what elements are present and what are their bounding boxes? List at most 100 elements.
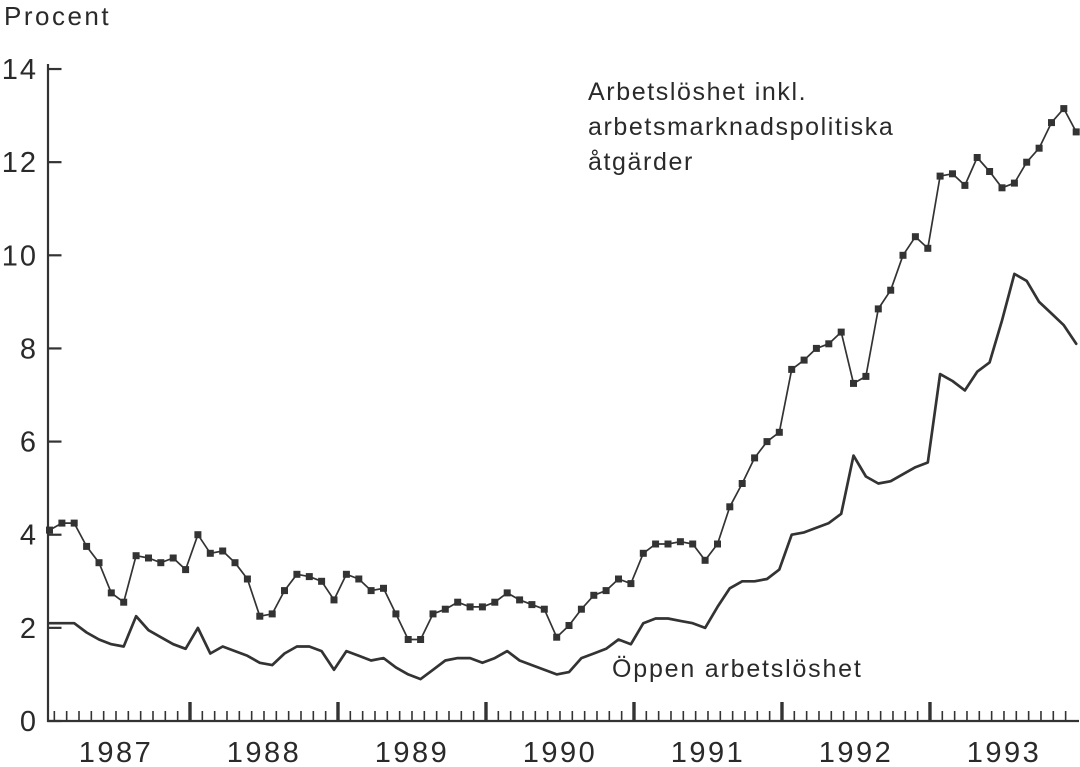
data-point-marker xyxy=(664,540,672,548)
data-point-marker xyxy=(689,540,697,548)
data-point-marker xyxy=(169,554,177,562)
data-point-marker xyxy=(268,610,276,618)
data-point-marker xyxy=(107,589,115,597)
data-point-marker xyxy=(1010,179,1018,187)
x-year-label: 1990 xyxy=(523,737,598,767)
data-point-marker xyxy=(936,172,944,180)
data-point-marker xyxy=(355,575,363,583)
x-year-label: 1988 xyxy=(227,737,302,767)
data-point-marker xyxy=(800,356,808,364)
y-tick-label: 4 xyxy=(20,520,38,552)
x-year-label: 1993 xyxy=(967,737,1042,767)
data-point-marker xyxy=(837,328,845,336)
data-point-marker xyxy=(825,340,833,348)
data-point-marker xyxy=(206,549,214,557)
data-point-marker xyxy=(874,305,882,313)
data-point-marker xyxy=(305,573,313,581)
data-point-marker xyxy=(231,559,239,567)
y-tick-label: 12 xyxy=(2,147,38,179)
y-tick-label: 0 xyxy=(20,706,38,738)
data-point-marker xyxy=(219,547,227,555)
data-point-marker xyxy=(95,559,103,567)
data-point-marker xyxy=(862,372,870,380)
annotation-line-2: arbetsmarknadspolitiska xyxy=(588,113,895,141)
y-tick-label: 10 xyxy=(2,240,38,272)
data-point-marker xyxy=(503,589,511,597)
data-point-marker xyxy=(652,540,660,548)
data-point-marker xyxy=(553,633,561,641)
data-point-marker xyxy=(145,554,152,562)
data-point-marker xyxy=(1023,158,1031,166)
data-point-marker xyxy=(466,603,474,611)
data-point-marker xyxy=(491,598,499,606)
data-point-marker xyxy=(120,598,128,606)
data-point-marker xyxy=(714,540,721,548)
data-point-marker xyxy=(924,244,932,252)
data-point-marker xyxy=(639,549,647,557)
data-point-marker xyxy=(788,365,796,373)
data-point-marker xyxy=(540,605,548,613)
y-tick-label: 14 xyxy=(2,54,38,86)
x-year-label: 1987 xyxy=(79,737,154,767)
data-point-marker xyxy=(627,580,635,588)
data-point-marker xyxy=(565,622,573,629)
data-point-marker xyxy=(615,575,622,583)
data-point-marker xyxy=(1048,119,1055,127)
series-total-annotation: Arbetslöshet inkl. arbetsmarknadspolitis… xyxy=(588,75,894,180)
data-point-marker xyxy=(602,587,610,595)
data-point-marker xyxy=(367,587,375,595)
data-point-marker xyxy=(949,170,956,178)
data-point-marker xyxy=(973,154,981,161)
data-point-marker xyxy=(899,251,907,259)
data-point-marker xyxy=(392,610,400,618)
data-point-marker xyxy=(342,570,350,578)
data-point-marker xyxy=(763,438,771,446)
data-point-marker xyxy=(751,454,759,462)
data-point-marker xyxy=(701,556,709,564)
data-point-marker xyxy=(726,503,734,511)
y-axis-title: Procent xyxy=(4,1,112,31)
data-point-marker xyxy=(516,596,524,604)
data-point-marker xyxy=(380,584,387,592)
x-year-label: 1991 xyxy=(671,737,746,767)
data-point-marker xyxy=(676,538,684,546)
data-point-marker xyxy=(281,587,288,595)
data-point-marker xyxy=(441,605,449,613)
data-point-marker xyxy=(590,591,598,599)
data-point-marker xyxy=(1060,105,1068,113)
data-point-marker xyxy=(417,636,425,643)
data-point-marker xyxy=(812,344,820,352)
data-point-marker xyxy=(998,184,1006,192)
data-point-marker xyxy=(243,575,251,583)
data-point-marker xyxy=(478,603,486,611)
y-tick-label: 6 xyxy=(20,427,38,459)
series-total-line xyxy=(48,107,1078,641)
data-point-marker xyxy=(454,598,462,606)
x-year-label: 1992 xyxy=(819,737,894,767)
data-point-marker xyxy=(330,596,338,604)
series-total-markers xyxy=(46,105,1080,643)
data-point-marker xyxy=(83,542,91,550)
y-tick-label: 2 xyxy=(20,613,38,645)
data-point-marker xyxy=(1072,128,1080,136)
data-point-marker xyxy=(46,526,53,534)
data-point-marker xyxy=(1035,144,1043,152)
data-point-marker xyxy=(58,519,66,527)
data-point-marker xyxy=(182,566,190,574)
data-point-marker xyxy=(70,519,78,527)
data-point-marker xyxy=(429,610,437,618)
data-point-marker xyxy=(293,570,301,578)
data-point-marker xyxy=(404,636,412,643)
data-point-marker xyxy=(911,233,919,241)
annotation-line-1: Arbetslöshet inkl. xyxy=(588,78,808,106)
data-point-marker xyxy=(738,480,746,487)
data-point-marker xyxy=(961,181,969,189)
data-point-marker xyxy=(986,168,994,175)
y-tick-label: 8 xyxy=(20,333,38,365)
data-point-marker xyxy=(887,286,895,294)
data-point-marker xyxy=(194,531,202,539)
data-point-marker xyxy=(132,552,140,560)
data-point-marker xyxy=(775,428,783,436)
